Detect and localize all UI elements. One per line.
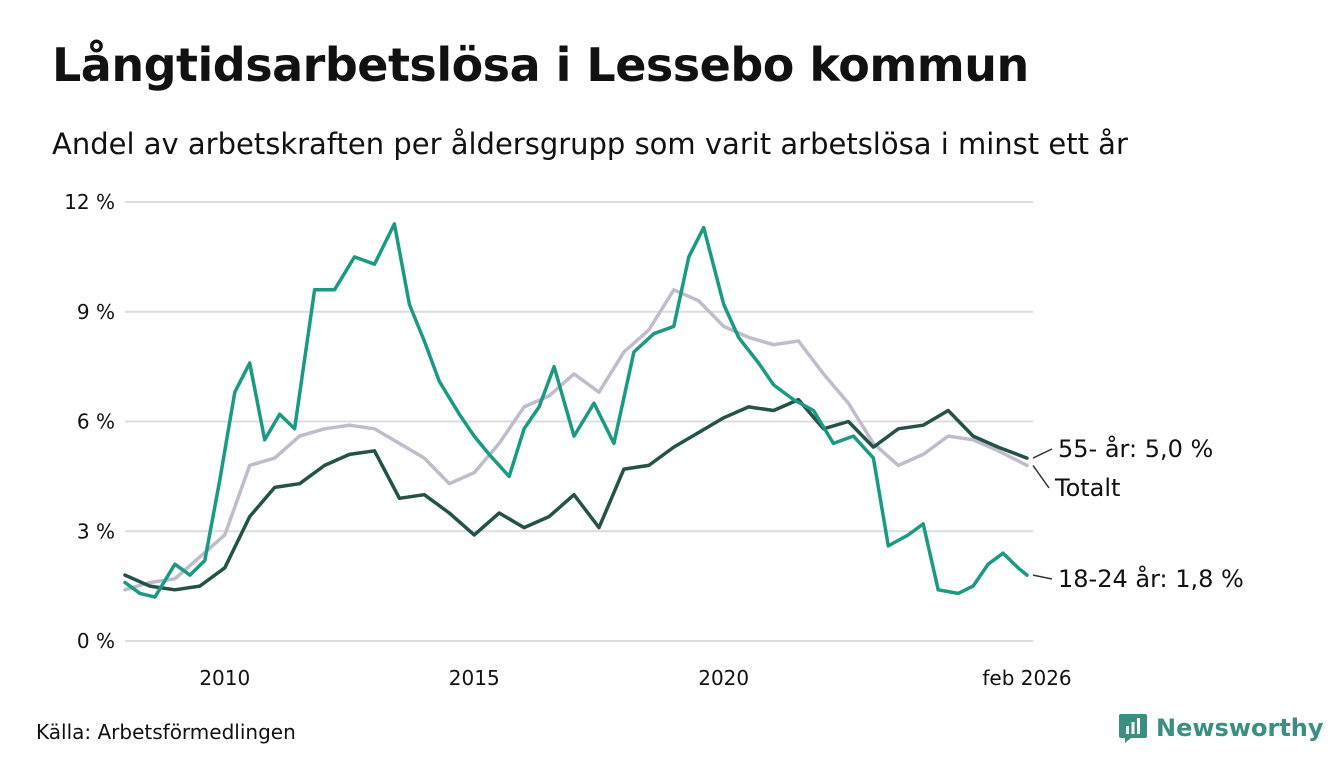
x-axis: 2010 2015 2020 feb 2026 xyxy=(199,666,1071,690)
series-end-label: 55- år: 5,0 % xyxy=(1058,434,1213,463)
brand-name: Newsworthy xyxy=(1156,714,1324,742)
series-line-18-24-r xyxy=(123,222,1029,599)
y-tick-label: 12 % xyxy=(64,190,115,214)
x-tick-label: feb 2026 xyxy=(982,666,1071,690)
x-tick-label: 2020 xyxy=(698,666,749,690)
series-line-55-r xyxy=(123,397,1029,592)
end-label-leader xyxy=(1032,464,1050,489)
y-tick-label: 3 % xyxy=(77,519,115,543)
x-tick-label: 2015 xyxy=(449,666,500,690)
newsworthy-logo-icon xyxy=(1119,714,1147,743)
series-end-label: Totalt xyxy=(1054,474,1120,502)
series-lines xyxy=(123,222,1029,599)
series-end-labels: Totalt 55- år: 5,0 % 18-24 år: 1,8 % xyxy=(1032,434,1244,593)
series-line-totalt xyxy=(123,288,1029,592)
line-chart: 0 % 3 % 6 % 9 % 12 % 2010 2015 2020 feb 2026 To… xyxy=(64,190,1244,690)
y-axis: 0 % 3 % 6 % 9 % 12 % xyxy=(64,190,115,653)
end-label-leader xyxy=(1032,574,1053,580)
chart-subtitle: Andel av arbetskraften per åldersgrupp s… xyxy=(52,127,1128,161)
x-tick-label: 2010 xyxy=(199,666,250,690)
brand: Newsworthy xyxy=(1118,712,1324,744)
y-tick-label: 0 % xyxy=(77,629,115,653)
gridlines xyxy=(125,201,1033,642)
series-end-label: 18-24 år: 1,8 % xyxy=(1058,564,1244,593)
end-label-leader xyxy=(1032,448,1053,459)
y-tick-label: 9 % xyxy=(77,300,115,324)
y-tick-label: 6 % xyxy=(77,410,115,434)
chart-title: Långtidsarbetslösa i Lessebo kommun xyxy=(52,38,1029,92)
source-note: Källa: Arbetsförmedlingen xyxy=(36,720,296,744)
